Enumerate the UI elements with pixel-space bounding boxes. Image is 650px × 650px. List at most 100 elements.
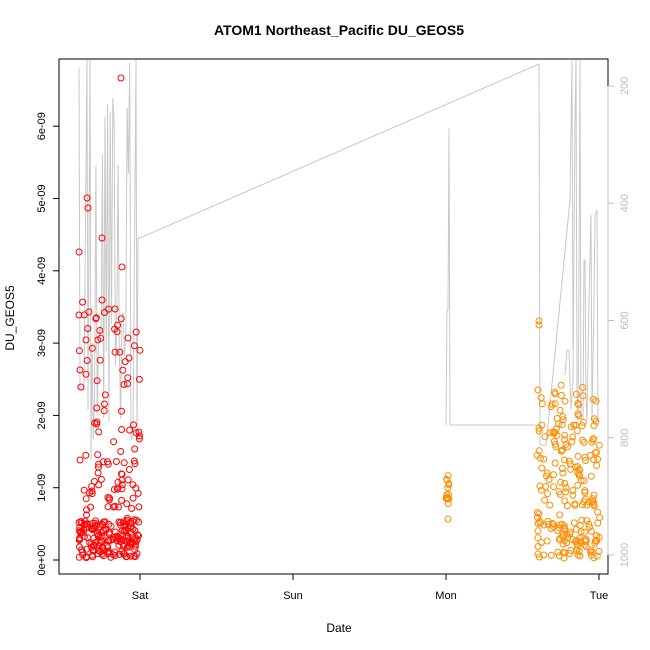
point-flight2	[576, 552, 584, 560]
point-flight1	[110, 503, 118, 511]
point-flight2	[590, 502, 598, 510]
point-flight1	[107, 522, 115, 530]
point-flight1	[75, 248, 83, 256]
point-flight2	[579, 384, 587, 391]
point-flight2	[585, 520, 593, 528]
point-flight1	[80, 533, 88, 541]
point-flight2	[572, 537, 580, 545]
point-flight1	[112, 458, 120, 465]
point-flight1	[90, 525, 98, 532]
point-flight2	[561, 431, 569, 439]
point-flight1	[94, 469, 102, 477]
point-flight1	[135, 375, 143, 383]
point-flight2	[557, 381, 565, 389]
point-flight2	[579, 392, 587, 400]
point-flight1	[75, 311, 83, 319]
point-flight1	[117, 448, 125, 455]
point-flight1	[98, 296, 106, 304]
right-tick-label: 200	[619, 77, 631, 95]
point-flight2	[568, 438, 576, 445]
point-flight2	[581, 487, 589, 495]
point-flight1	[123, 543, 131, 551]
point-flight2	[593, 462, 601, 469]
point-flight2	[535, 510, 543, 518]
point-flight1	[100, 407, 108, 415]
point-flight1	[101, 391, 109, 399]
x-tick-label: Sun	[283, 590, 303, 602]
point-flight2	[444, 484, 452, 492]
point-flight2	[552, 443, 560, 451]
point-flight1	[130, 342, 138, 350]
point-flight2	[582, 543, 590, 551]
point-flight1	[88, 344, 96, 352]
point-flight2	[550, 483, 558, 491]
point-flight2	[587, 472, 595, 480]
point-flight2	[535, 424, 543, 432]
point-flight2	[595, 441, 603, 449]
point-flight2	[546, 501, 554, 509]
point-flight2	[543, 469, 551, 477]
point-flight1	[119, 518, 127, 526]
point-flight2	[536, 517, 544, 525]
point-flight1	[132, 328, 140, 336]
point-flight2	[544, 490, 552, 498]
point-flight2	[577, 528, 585, 536]
point-flight2	[575, 548, 583, 556]
x-tick-label: Mon	[435, 590, 456, 602]
points-layer	[75, 74, 604, 562]
point-flight2	[571, 501, 579, 509]
point-flight1	[117, 315, 125, 323]
point-flight2	[575, 466, 583, 473]
point-flight1	[83, 506, 91, 514]
point-flight2	[559, 416, 567, 424]
point-flight1	[111, 348, 119, 356]
point-flight1	[129, 494, 137, 502]
point-flight1	[131, 445, 139, 453]
point-flight2	[561, 479, 569, 487]
x-tick-label: Tue	[590, 590, 609, 602]
point-flight2	[594, 508, 601, 516]
point-flight2	[554, 548, 562, 556]
point-flight1	[113, 485, 121, 493]
point-flight2	[535, 553, 543, 561]
point-flight1	[96, 356, 104, 364]
y-axis-right: 200 400 600 800 1000	[607, 77, 631, 567]
chart-title: ATOM1 Northeast_Pacific DU_GEOS5	[214, 22, 464, 38]
point-flight2	[572, 390, 580, 398]
point-flight1	[105, 305, 112, 313]
point-flight2	[547, 403, 555, 411]
point-flight2	[590, 456, 598, 464]
point-flight2	[540, 521, 548, 529]
point-flight2	[574, 481, 582, 489]
point-flight2	[570, 519, 578, 527]
point-flight2	[559, 540, 567, 548]
point-flight2	[586, 523, 594, 531]
point-flight1	[88, 483, 96, 490]
point-flight1	[78, 528, 86, 535]
point-flight1	[104, 544, 112, 552]
point-flight1	[95, 460, 103, 468]
point-flight2	[552, 425, 560, 433]
point-flight1	[97, 334, 105, 342]
point-flight1	[136, 346, 144, 354]
point-flight2	[537, 486, 545, 494]
point-flight2	[593, 552, 601, 560]
point-flight2	[578, 501, 586, 509]
point-flight1	[82, 451, 90, 459]
y-tick-label: 4e-09	[36, 257, 48, 285]
point-flight2	[574, 400, 582, 407]
point-flight2	[538, 400, 546, 408]
point-flight1	[129, 539, 137, 547]
point-flight2	[535, 317, 543, 325]
point-flight2	[590, 499, 598, 507]
point-flight2	[549, 523, 557, 531]
point-flight1	[95, 428, 103, 436]
point-flight1	[130, 421, 137, 429]
point-flight1	[104, 458, 111, 466]
point-flight1	[95, 531, 103, 539]
point-flight2	[540, 551, 548, 559]
point-flight2	[537, 394, 545, 402]
point-flight1	[125, 354, 133, 362]
point-flight1	[117, 74, 125, 82]
point-flight1	[131, 553, 139, 560]
